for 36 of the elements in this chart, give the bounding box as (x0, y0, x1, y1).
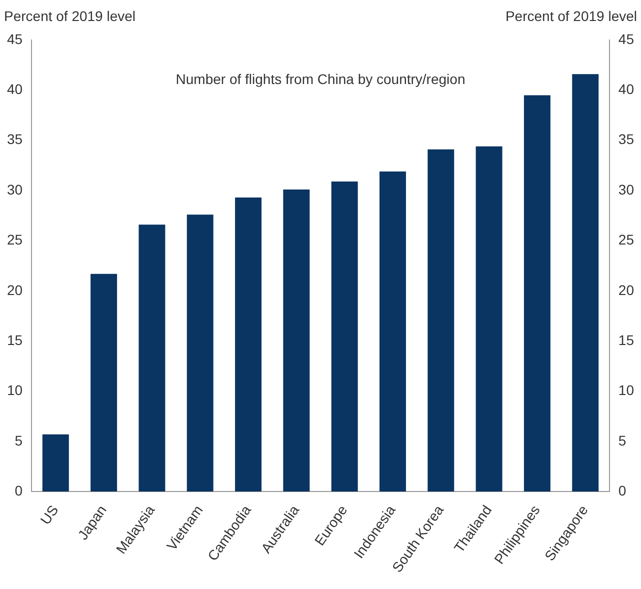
y2-tick-label: 5 (618, 432, 626, 448)
y2-tick-label: 35 (618, 131, 634, 148)
x-tick-label: US (37, 502, 62, 528)
bar (524, 95, 550, 492)
bar (331, 182, 358, 492)
bar (476, 146, 502, 492)
y-axis-title: Percent of 2019 level (4, 8, 136, 24)
y2-axis-title: Percent of 2019 level (505, 8, 637, 24)
y-tick-label: 35 (6, 131, 23, 148)
bar (138, 224, 166, 492)
bar (186, 214, 214, 492)
y-tick-label: 25 (6, 232, 23, 248)
y2-tick-label: 10 (618, 382, 634, 398)
y-tick-label: 40 (6, 81, 23, 98)
y-tick-label: 45 (6, 30, 23, 47)
y2-tick-label: 45 (618, 30, 634, 47)
y2-tick-label: 0 (618, 482, 626, 498)
bar (235, 198, 262, 492)
y-tick-label: 20 (6, 282, 23, 298)
y2-tick-label: 25 (618, 232, 634, 248)
y-tick-label: 5 (14, 432, 23, 448)
bar (428, 149, 454, 492)
y2-tick-label: 15 (618, 332, 634, 348)
y-tick-label: 0 (14, 482, 23, 498)
y2-tick-label: 40 (618, 81, 634, 98)
y-tick-label: 10 (6, 382, 23, 398)
annotation: Number of flights from China by country/region (176, 70, 466, 87)
y-tick-label: 30 (6, 181, 23, 198)
bar (42, 434, 69, 492)
bar (90, 274, 118, 492)
y2-tick-label: 20 (618, 282, 634, 298)
y-tick-label: 15 (6, 332, 23, 348)
bar (379, 171, 406, 492)
bar (283, 190, 310, 492)
bar (572, 74, 599, 492)
y2-tick-label: 30 (618, 181, 634, 198)
